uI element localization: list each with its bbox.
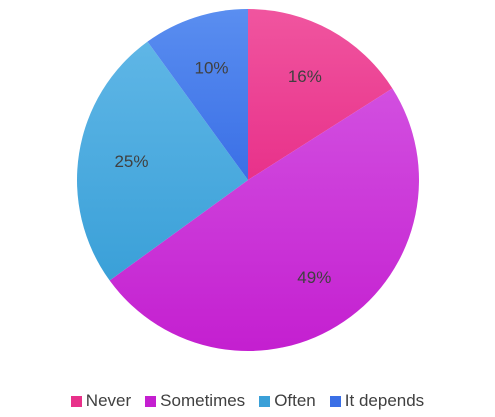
pie-slice-it-depends [147,9,248,180]
legend-label-it-depends: It depends [344,391,425,410]
legend-label-often: Often [274,391,316,410]
legend-swatch-never [70,395,82,407]
data-label-never: 16% [288,67,322,86]
legend-label-sometimes: Sometimes [160,391,246,410]
legend: Never Sometimes Often It depends [0,388,495,414]
pie-slice-often [76,41,248,281]
data-label-sometimes: 49% [297,268,331,287]
data-label-often: 25% [114,152,148,171]
legend-label-never: Never [85,391,132,410]
legend-swatch-sometimes [145,395,157,407]
legend-item-never: Never [70,391,132,411]
pie-slice-sometimes [109,88,420,352]
data-label-it-depends: 10% [195,58,229,77]
legend-item-often: Often [259,391,316,411]
pie-slice-never [248,9,393,180]
legend-swatch-it-depends [329,395,341,407]
legend-swatch-often [259,395,271,407]
legend-item-it-depends: It depends [329,391,425,411]
legend-item-sometimes: Sometimes [145,391,245,411]
pie-chart: 16% 49% 25% 10% [76,9,420,352]
